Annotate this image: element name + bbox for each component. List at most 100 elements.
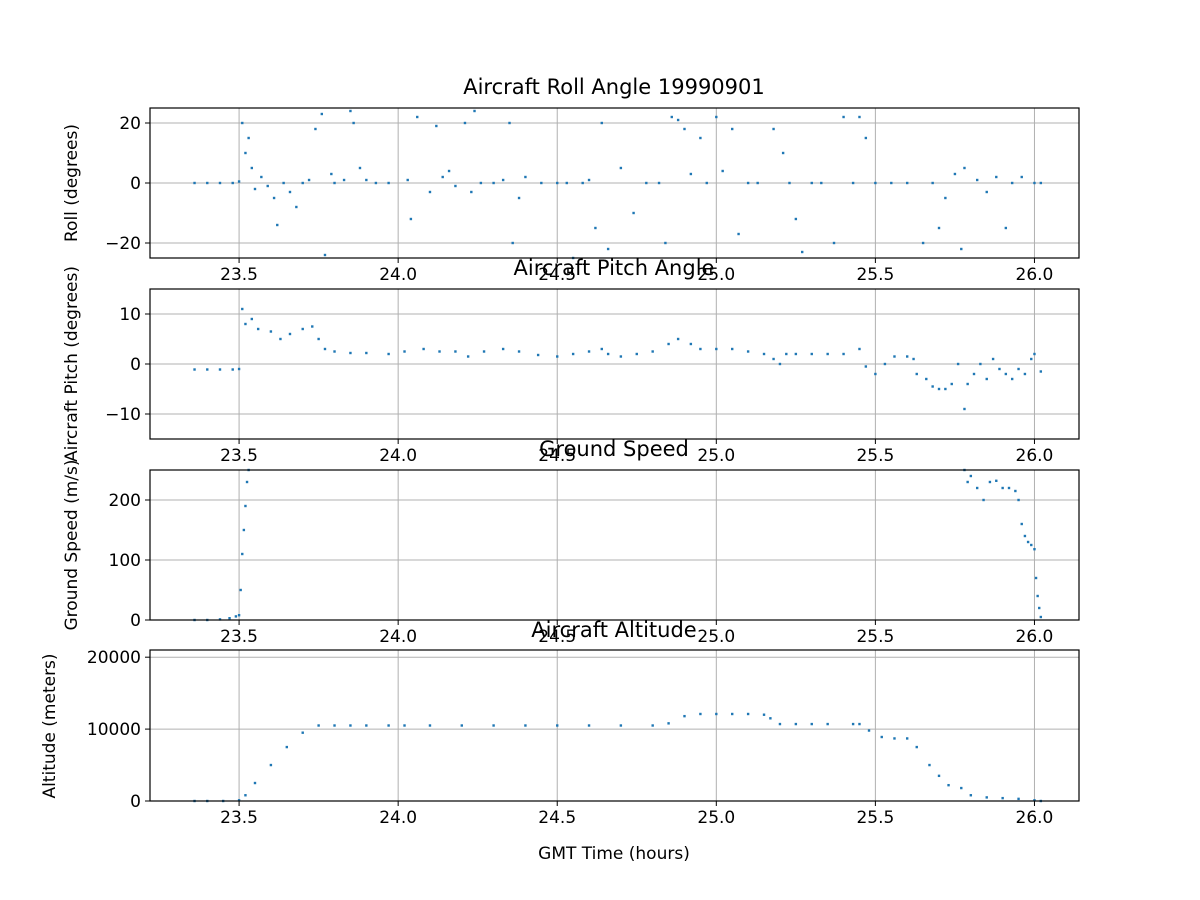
data-point (858, 115, 861, 119)
data-point (842, 352, 845, 356)
data-point (826, 722, 829, 726)
roll-x-ticks: 23.5 24.0 24.5 25.0 25.5 26.0 (220, 258, 1053, 285)
data-point (756, 181, 759, 185)
data-point (317, 724, 320, 727)
data-point (247, 136, 250, 140)
data-point (231, 181, 234, 185)
data-point (810, 722, 813, 726)
data-point (851, 181, 855, 185)
y-tick-label: 0 (130, 611, 141, 631)
data-point (689, 342, 693, 346)
roll-y-ticks: −20 0 20 (105, 114, 150, 254)
data-point (409, 217, 413, 221)
data-point (1038, 606, 1041, 610)
data-point (565, 181, 568, 185)
data-point (985, 190, 988, 194)
speed-axes-frame (149, 469, 1080, 621)
data-point (785, 352, 788, 356)
data-point (237, 180, 241, 183)
data-point (1010, 377, 1014, 381)
data-point (966, 382, 969, 386)
data-point (540, 181, 543, 185)
data-point (645, 181, 648, 185)
data-point (985, 377, 988, 381)
x-tick-label: 25.5 (856, 808, 894, 828)
y-tick-label: 200 (109, 491, 141, 511)
data-point (218, 181, 222, 185)
data-point (1010, 181, 1014, 185)
data-point (864, 365, 868, 368)
data-point (969, 474, 973, 478)
pitch-title: Aircraft Pitch Angle (514, 256, 715, 280)
altitude-axes-frame (149, 649, 1080, 802)
data-point (260, 175, 263, 179)
data-point (314, 127, 317, 131)
speed-panel: 23.5 24.0 24.5 25.0 25.5 26.0 0 100 200 Ground … (62, 437, 1080, 647)
data-point (1030, 543, 1033, 547)
data-point (874, 372, 877, 376)
data-point (944, 196, 947, 200)
data-point (237, 614, 241, 617)
data-point (737, 232, 740, 236)
x-tick-label: 25.0 (697, 265, 735, 285)
x-tick-label: 24.5 (538, 446, 576, 466)
data-point (269, 763, 273, 767)
data-point (317, 337, 320, 341)
data-point (925, 377, 928, 381)
data-point (441, 175, 444, 179)
data-point (571, 352, 575, 356)
x-tick-label: 24.0 (379, 808, 417, 828)
data-point (905, 181, 909, 185)
data-point (460, 724, 463, 727)
data-point (365, 724, 368, 727)
data-point (282, 181, 285, 185)
data-point (991, 357, 995, 361)
y-tick-label: 100 (109, 551, 141, 571)
data-point (931, 181, 934, 185)
data-point (349, 724, 352, 727)
data-point (651, 724, 654, 727)
data-point (237, 367, 241, 371)
data-point (769, 717, 772, 720)
data-point (250, 317, 254, 321)
data-point (517, 350, 521, 353)
data-point (883, 362, 887, 366)
data-point (511, 241, 514, 245)
data-point (975, 178, 979, 182)
data-point (937, 774, 941, 778)
data-point (921, 241, 925, 245)
data-point (699, 347, 702, 351)
data-point (492, 181, 495, 185)
data-point (244, 504, 247, 508)
data-point (1004, 226, 1008, 230)
speed-y-axis-label: Ground Speed (m/s) (62, 459, 82, 630)
data-point (794, 352, 798, 356)
data-point (893, 355, 896, 358)
data-point (311, 325, 314, 328)
data-point (517, 196, 521, 200)
data-point (715, 347, 718, 351)
data-point (912, 357, 915, 361)
data-point (778, 362, 782, 366)
altitude-x-ticks: 23.5 24.0 24.5 25.0 25.5 26.0 (220, 801, 1053, 828)
data-point (867, 729, 871, 732)
data-point (683, 714, 686, 718)
data-point (988, 480, 992, 484)
data-point (1001, 486, 1004, 490)
data-point (1001, 796, 1004, 800)
data-point (966, 480, 969, 484)
data-point (594, 226, 597, 230)
data-point (1023, 372, 1027, 376)
data-point (944, 387, 947, 391)
data-point (323, 253, 327, 257)
data-point (781, 151, 785, 155)
pitch-x-ticks: 23.5 24.0 24.5 25.0 25.5 26.0 (220, 439, 1053, 466)
data-point (301, 731, 304, 734)
data-point (1039, 370, 1043, 373)
data-point (963, 166, 966, 170)
y-tick-label: −10 (105, 405, 141, 425)
y-tick-label: 20000 (87, 648, 141, 668)
data-point (447, 169, 451, 173)
data-point (244, 794, 247, 797)
